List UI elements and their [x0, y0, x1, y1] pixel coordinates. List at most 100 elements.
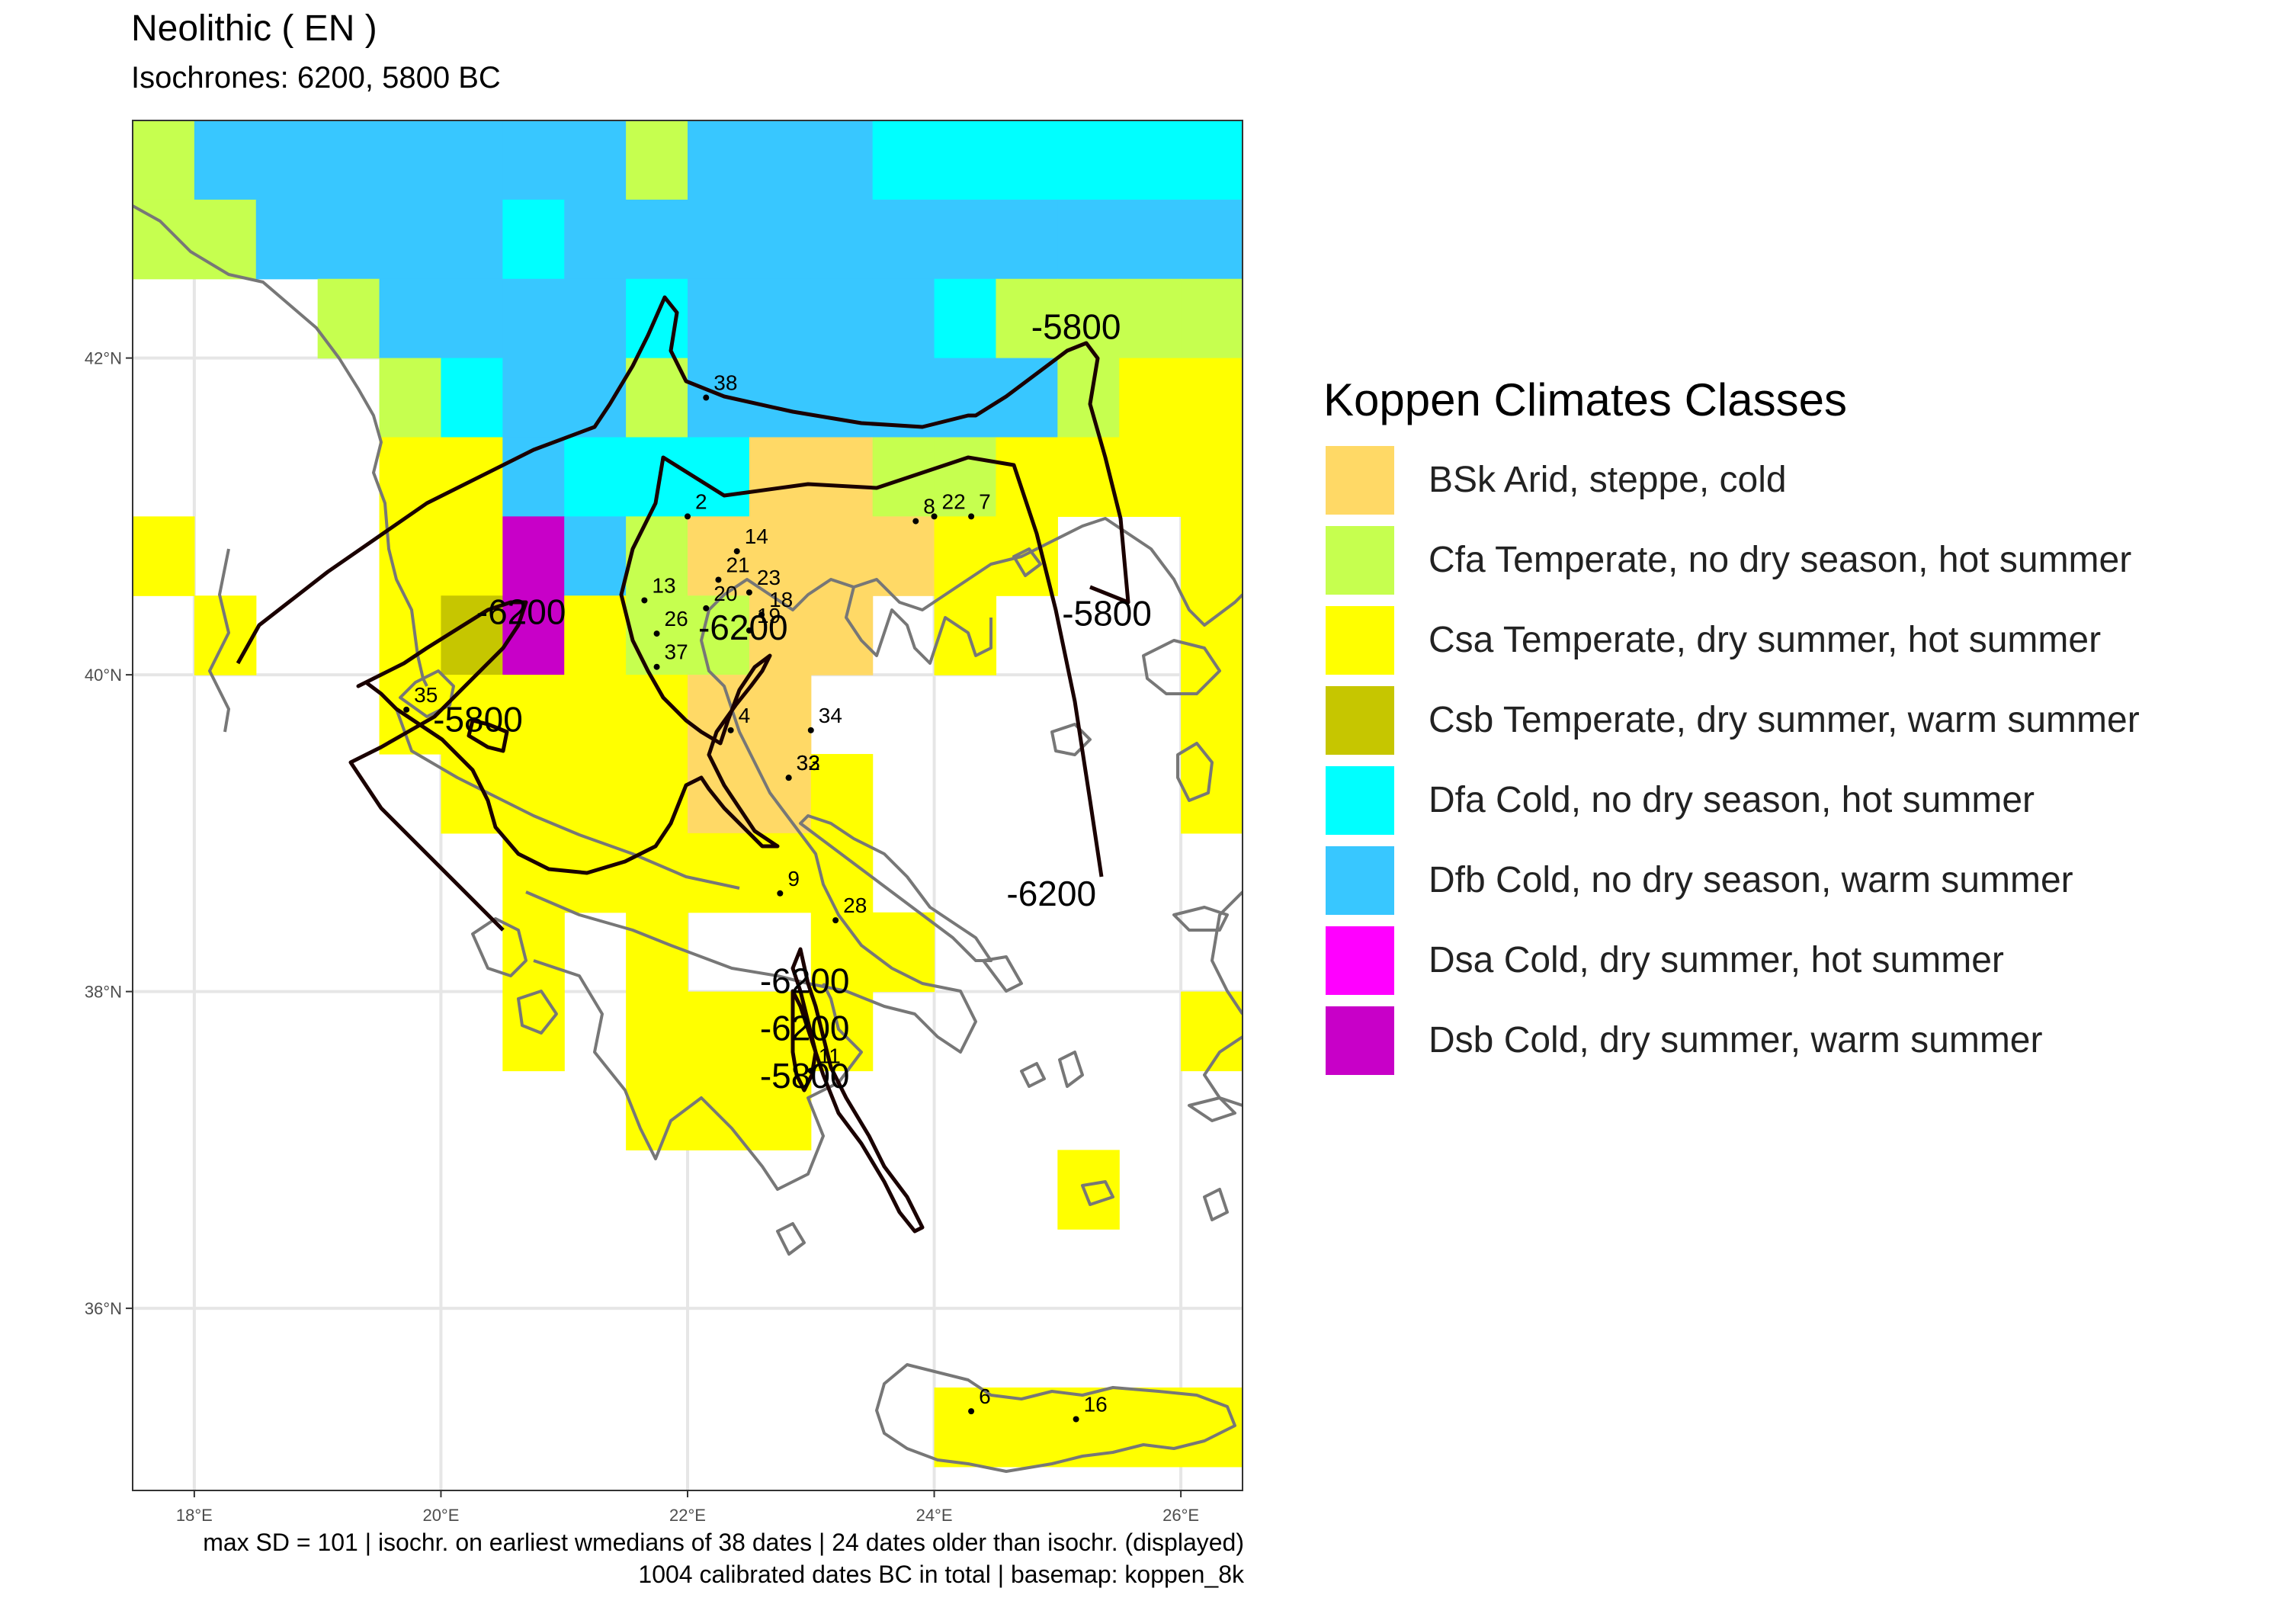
raster-cell-Csa	[626, 753, 688, 834]
legend-item-dfb: Dfb Cold, no dry season, warm summer	[1323, 840, 2140, 920]
raster-cell-Cfa	[379, 358, 442, 438]
raster-cell-Dfb	[688, 199, 750, 280]
raster-cell-Dsb	[502, 516, 565, 596]
caption-line-2: 1004 calibrated dates BC in total | base…	[638, 1561, 1244, 1588]
legend-title: Koppen Climates Classes	[1323, 374, 1847, 425]
legend-item-dfa: Dfa Cold, no dry season, hot summer	[1323, 760, 2140, 840]
site-label: 37	[665, 640, 688, 664]
raster-cell-Dfb	[749, 278, 812, 359]
coastline-anatolia	[1203, 890, 1243, 1107]
site-label: 28	[843, 894, 867, 917]
site-label: 38	[713, 371, 737, 395]
site-label: 14	[745, 525, 768, 548]
raster-cell-Dfb	[1057, 199, 1120, 280]
raster-cell-Cfa	[934, 437, 997, 517]
raster-cell-Dfa	[934, 120, 997, 201]
raster-cell-Csa	[934, 1387, 997, 1468]
raster-cell-Dfb	[564, 120, 627, 201]
legend-item-bsk: BSk Arid, steppe, cold	[1323, 440, 2140, 520]
raster-cell-Dfb	[379, 120, 442, 201]
raster-cell-Dfb	[749, 120, 812, 201]
coastline-andros	[982, 955, 1023, 993]
raster-cell-Csa	[688, 991, 750, 1072]
raster-cell-Dfa	[564, 437, 627, 517]
site-label: 33	[797, 751, 820, 775]
raster-cell-Cfa	[626, 358, 688, 438]
site-label: 8	[923, 495, 935, 518]
site-label: 2	[695, 489, 707, 513]
raster-cell-Csa	[626, 912, 688, 993]
isochrones	[236, 295, 1130, 1234]
raster-cell-Csa	[810, 912, 874, 993]
site-label: 22	[942, 489, 966, 513]
raster-cell-BSk	[749, 516, 812, 596]
x-tick-label: 26°E	[1162, 1506, 1199, 1525]
isochrone-label: -6200	[760, 1009, 850, 1048]
legend-label: BSk Arid, steppe, cold	[1429, 460, 1787, 500]
legend-swatch	[1323, 443, 1397, 517]
raster-cell-Csa	[502, 912, 565, 993]
legend-label: Csa Temperate, dry summer, hot summer	[1429, 620, 2102, 660]
site-point	[832, 917, 839, 924]
coastline-kythira	[776, 1222, 806, 1256]
caption-line-1: max SD = 101 | isochr. on earliest wmedi…	[203, 1529, 1244, 1556]
raster-cell-Cfa	[317, 278, 380, 359]
legend-item-csb: Csb Temperate, dry summer, warm summer	[1323, 680, 2140, 760]
map-subtitle: Isochrones: 6200, 5800 BC	[131, 61, 501, 95]
legend-item-dsa: Dsa Cold, dry summer, hot summer	[1323, 920, 2140, 1000]
raster-cell-Dfb	[317, 199, 380, 280]
raster-cell-Csa	[934, 516, 997, 596]
coastline-adriatic-east	[133, 204, 428, 687]
raster-cell-Csa	[1181, 595, 1243, 675]
isochrone-label: -6200	[760, 961, 850, 1000]
y-tick-label: 38°N	[85, 983, 122, 1002]
site-point	[807, 727, 814, 733]
isochrone-label: -5800	[760, 1056, 850, 1096]
site-point	[1073, 1416, 1079, 1423]
raster-cell-Csa	[1119, 1387, 1182, 1468]
site-label: 21	[726, 553, 749, 576]
raster-cell-Csa	[872, 912, 935, 993]
coastline-thasos	[1012, 547, 1042, 577]
raster-cell-BSk	[810, 437, 874, 517]
site-label: 34	[819, 704, 842, 727]
coastline-paros	[1020, 1062, 1046, 1088]
raster-cell-Dfb	[810, 358, 874, 438]
isochrone-6200-outer	[348, 455, 1104, 932]
raster-cell-Cfa	[194, 199, 257, 280]
legend-swatch	[1323, 683, 1397, 757]
site-label: 35	[414, 683, 438, 707]
raster-cell-Dfb	[810, 120, 874, 201]
coastline-lesbos	[1142, 639, 1221, 695]
legend-label: Csb Temperate, dry summer, warm summer	[1429, 700, 2140, 740]
site-point	[403, 706, 410, 713]
raster-cell-Dfb	[688, 120, 750, 201]
site-label: 13	[652, 573, 675, 597]
raster-cell-Dfa	[1181, 120, 1243, 201]
raster-cell-BSk	[688, 753, 750, 834]
coastline-chios	[1176, 742, 1214, 802]
raster-cell-Dfb	[749, 199, 812, 280]
isochrone-label: -5800	[1031, 306, 1121, 346]
site-point	[746, 627, 752, 634]
coastline-peloponnese	[533, 959, 863, 1191]
raster-cell-Dfa	[1057, 120, 1120, 201]
legend-label: Dfa Cold, no dry season, hot summer	[1429, 780, 2035, 820]
raster-cell-Csa	[1119, 437, 1182, 517]
legend-swatch	[1323, 843, 1397, 917]
raster-cell-Csa	[934, 595, 997, 675]
raster-cell-Dfa	[872, 120, 935, 201]
raster-cell-Cfa	[996, 278, 1058, 359]
raster-cell-Dfa	[1119, 120, 1182, 201]
isochrone-5800-outer	[236, 295, 1130, 665]
raster-cell-BSk	[749, 753, 812, 834]
site-label: 18	[769, 588, 793, 611]
site-point	[653, 663, 660, 670]
legend-swatch	[1323, 523, 1397, 597]
raster-cell-Dfb	[502, 120, 565, 201]
raster-cell-Dfb	[194, 120, 257, 201]
site-label: 26	[665, 607, 688, 630]
site-point	[968, 1408, 975, 1415]
raster-cell-Cfa	[133, 120, 195, 201]
coastline-albania	[208, 548, 230, 733]
